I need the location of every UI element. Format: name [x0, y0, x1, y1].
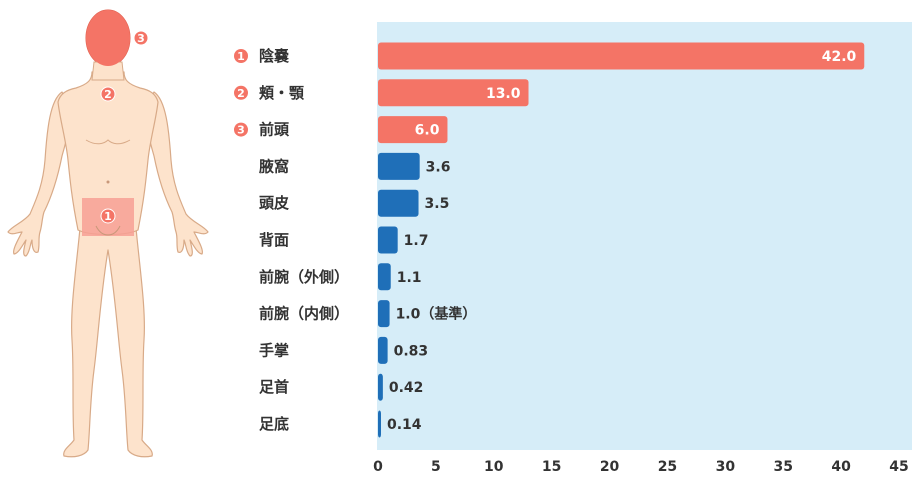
- bar-5: [378, 189, 419, 217]
- value-label-11: 0.14: [387, 417, 422, 433]
- rank-badge-number-1: 1: [237, 50, 245, 63]
- marker-2: 2: [100, 86, 116, 102]
- x-tick-45: 45: [889, 459, 908, 475]
- bar-7: [378, 263, 391, 291]
- navel: [106, 180, 110, 184]
- bar-6: [378, 226, 398, 254]
- body-silhouette: [7, 71, 209, 458]
- bar-4: [378, 152, 420, 180]
- marker-3: 3: [133, 30, 149, 46]
- left-arm: [7, 91, 73, 257]
- marker-1: 1: [100, 208, 116, 224]
- x-axis-ticks-layer: 0 5 10 15 20 25 30 35 40 45: [373, 459, 909, 475]
- value-label-7: 1.1: [397, 270, 422, 286]
- svg-text:1: 1: [104, 210, 112, 223]
- rank-badge-3: [234, 122, 248, 137]
- value-label-8: 1.0（基準）: [396, 306, 477, 323]
- category-label-8: 前腕（内側）: [259, 305, 349, 323]
- svg-text:2: 2: [104, 88, 112, 101]
- x-tick-5: 5: [431, 459, 441, 475]
- category-label-5: 頭皮: [259, 194, 289, 212]
- category-label-1: 陰嚢: [259, 47, 289, 65]
- category-label-11: 足底: [259, 415, 289, 433]
- x-tick-35: 35: [773, 459, 792, 475]
- category-label-7: 前腕（外側）: [259, 268, 349, 286]
- body-figure: 1 2 3: [7, 9, 209, 458]
- category-label-4: 腋窩: [259, 157, 289, 175]
- value-label-2: 13.0: [486, 86, 521, 102]
- bars-layer: 42.0 13.0 6.0 3.6 3.5 1.7 1.1 1.0（基準） 0.83 0.42 0.…: [378, 42, 865, 438]
- x-tick-20: 20: [600, 459, 620, 475]
- x-tick-15: 15: [542, 459, 561, 475]
- value-label-10: 0.42: [389, 380, 424, 396]
- x-tick-30: 30: [716, 459, 736, 475]
- bar-8: [378, 300, 390, 328]
- value-label-1: 42.0: [822, 49, 857, 65]
- chest-line: [85, 139, 131, 145]
- value-label-9: 0.83: [394, 343, 429, 359]
- rank-badge-2: [234, 85, 248, 100]
- category-label-6: 背面: [259, 231, 289, 249]
- category-label-3: 前頭: [259, 121, 290, 139]
- bar-2: [378, 79, 529, 107]
- x-tick-10: 10: [484, 459, 504, 475]
- value-label-4: 3.6: [426, 159, 451, 175]
- bar-11: [378, 410, 381, 438]
- category-label-9: 手掌: [259, 341, 289, 359]
- value-label-6: 1.7: [404, 233, 429, 249]
- legs: [63, 227, 153, 458]
- x-tick-40: 40: [831, 459, 851, 475]
- bar-1: [378, 42, 865, 70]
- value-label-3: 6.0: [415, 123, 440, 139]
- x-tick-0: 0: [373, 459, 383, 475]
- bar-9: [378, 336, 388, 364]
- category-label-2: 頬・顎: [259, 84, 305, 102]
- bar-3: [378, 116, 448, 144]
- groin-line: [95, 225, 121, 236]
- category-label-10: 足首: [259, 378, 289, 396]
- rank-badge-1: [234, 49, 248, 63]
- head-top: [86, 10, 130, 66]
- rank-badge-number-2: 2: [237, 87, 245, 100]
- bar-10: [378, 373, 383, 401]
- svg-text:3: 3: [137, 32, 145, 45]
- right-arm: [143, 91, 209, 257]
- x-tick-25: 25: [658, 459, 677, 475]
- rank-badge-number-3: 3: [237, 124, 245, 137]
- value-label-5: 3.5: [425, 196, 450, 212]
